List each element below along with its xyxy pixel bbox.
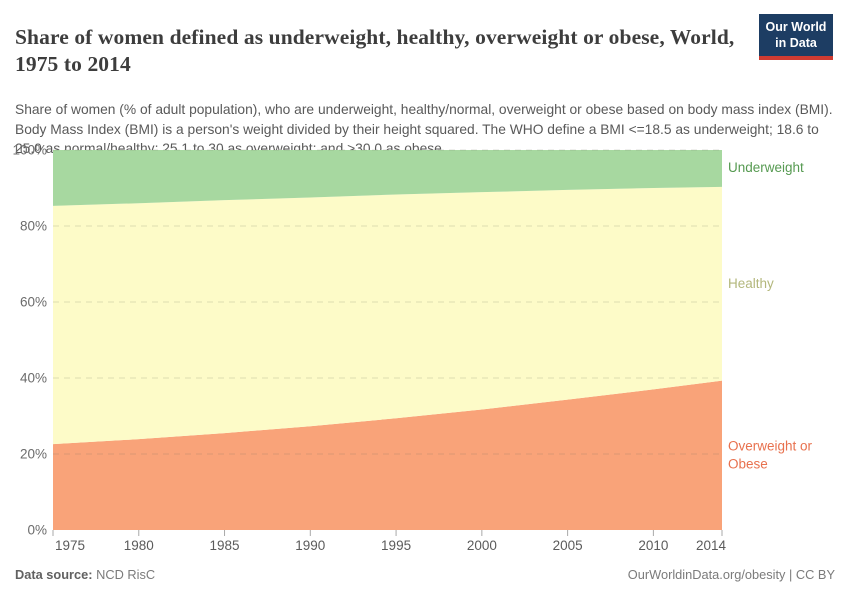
area-healthy[interactable] [53, 186, 722, 445]
y-axis-label-0: 0% [27, 523, 47, 538]
owid-logo-line2: in Data [775, 35, 817, 50]
x-axis-label-2005: 2005 [553, 538, 583, 553]
x-axis-label-2000: 2000 [467, 538, 497, 553]
y-axis-label-80: 80% [20, 219, 47, 234]
x-axis-label-1995: 1995 [381, 538, 411, 553]
data-source-value: NCD RisC [92, 567, 156, 582]
data-source-label: Data source: [15, 567, 93, 582]
x-axis-label-1980: 1980 [124, 538, 154, 553]
y-axis-label-60: 60% [20, 295, 47, 310]
series-label-overweight-or-obese: Overweight or Obese [728, 438, 813, 472]
chart-footer: Data source: NCD RisC OurWorldinData.org… [15, 567, 835, 582]
y-axis-label-40: 40% [20, 371, 47, 386]
x-axis-label-2014: 2014 [696, 538, 727, 553]
y-axis-label-100: 100% [12, 143, 47, 158]
x-axis-label-2010: 2010 [638, 538, 668, 553]
data-source: Data source: NCD RisC [15, 567, 155, 582]
area-underweight[interactable] [53, 150, 722, 206]
page-title: Share of women defined as underweight, h… [15, 25, 735, 77]
area-overweight-or-obese[interactable] [53, 380, 722, 530]
x-axis-label-1975: 1975 [55, 538, 85, 553]
series-label-underweight: Underweight [728, 160, 804, 176]
owid-logo[interactable]: Our World in Data [759, 14, 833, 61]
y-axis-label-20: 20% [20, 447, 47, 462]
attribution-link[interactable]: OurWorldinData.org/obesity | CC BY [627, 567, 835, 582]
series-label-healthy: Healthy [728, 275, 774, 291]
x-axis-label-1985: 1985 [210, 538, 240, 553]
owid-logo-line1: Our World [765, 20, 827, 34]
x-axis-label-1990: 1990 [295, 538, 325, 553]
